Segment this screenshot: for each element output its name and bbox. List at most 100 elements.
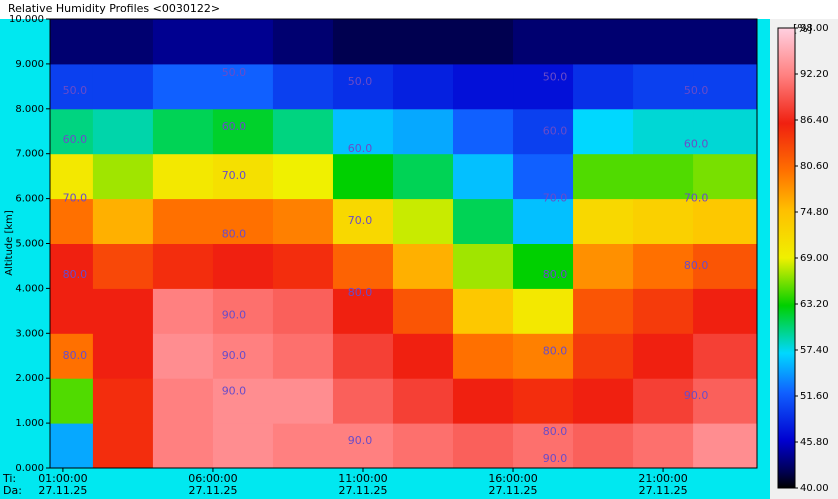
x-tick-label: 11:00:00 xyxy=(338,472,387,485)
heat-cell xyxy=(50,63,94,110)
colorbar-tick-label: 57.40 xyxy=(800,345,829,356)
contour-label: 90.0 xyxy=(222,308,247,321)
heat-cell xyxy=(633,333,694,379)
heat-cell xyxy=(392,198,454,244)
heat-cell xyxy=(152,108,214,155)
x-tick-date: 27.11.25 xyxy=(639,484,688,497)
heat-cell xyxy=(92,243,154,289)
heat-cell xyxy=(332,423,394,469)
heat-cell xyxy=(332,63,394,110)
heat-cell xyxy=(633,243,694,289)
heat-cell xyxy=(152,423,214,469)
heat-cell xyxy=(573,423,634,469)
y-tick-label: 5.000 xyxy=(15,239,44,250)
heat-cell xyxy=(693,198,758,244)
heat-cell xyxy=(573,63,634,110)
heat-cell xyxy=(633,423,694,469)
heat-cell xyxy=(392,63,454,110)
contour-label: 60.0 xyxy=(684,138,709,151)
heat-cell xyxy=(50,288,94,334)
heat-cell xyxy=(92,63,154,110)
heat-cell xyxy=(272,288,334,334)
heat-cell xyxy=(212,423,274,469)
heat-cell xyxy=(152,19,214,65)
contour-label: 80.0 xyxy=(63,349,88,362)
heat-cell xyxy=(453,108,514,155)
heat-cell xyxy=(152,288,214,334)
heat-cell xyxy=(272,243,334,289)
heat-cell xyxy=(92,423,154,469)
heat-cell xyxy=(633,153,694,200)
heat-cell xyxy=(272,333,334,379)
heat-cell xyxy=(212,153,274,200)
contour-label: 70.0 xyxy=(348,214,373,227)
contour-label: 80.0 xyxy=(543,344,568,357)
contour-label: 80.0 xyxy=(684,259,709,272)
heat-cell xyxy=(392,19,454,65)
contour-label: 50.0 xyxy=(63,84,88,97)
heat-cell xyxy=(392,243,454,289)
contour-label: 70.0 xyxy=(222,169,247,182)
contour-label: 90.0 xyxy=(684,389,709,402)
title-bar xyxy=(0,0,838,19)
heat-cell xyxy=(573,19,634,65)
colorbar-tick-label: 74.80 xyxy=(800,207,829,218)
contour-label: 90.0 xyxy=(222,385,247,398)
y-tick-label: 0.000 xyxy=(15,463,44,474)
heat-cell xyxy=(272,108,334,155)
heat-cell xyxy=(513,288,574,334)
heat-cell xyxy=(272,198,334,244)
heat-cell xyxy=(212,378,274,424)
heat-cell xyxy=(573,333,634,379)
contour-label: 70.0 xyxy=(543,192,568,205)
heat-cell xyxy=(212,19,274,65)
heat-cell xyxy=(92,19,154,65)
contour-label: 80.0 xyxy=(543,425,568,438)
heat-cell xyxy=(152,198,214,244)
heat-cell xyxy=(453,198,514,244)
heat-cell xyxy=(50,423,94,469)
heat-cell xyxy=(332,378,394,424)
heat-cell xyxy=(453,423,514,469)
heat-cell xyxy=(50,19,94,65)
heat-cell xyxy=(513,63,574,110)
heat-cell xyxy=(693,108,758,155)
heat-cell xyxy=(392,333,454,379)
heat-cell xyxy=(573,378,634,424)
heat-cell xyxy=(392,378,454,424)
contour-label: 60.0 xyxy=(543,124,568,137)
heat-cell xyxy=(453,19,514,65)
x-tick-date: 27.11.25 xyxy=(188,484,237,497)
contour-label: 70.0 xyxy=(684,192,709,205)
heat-cell xyxy=(453,63,514,110)
heat-cell xyxy=(332,333,394,379)
x-tick-label: 06:00:00 xyxy=(188,472,237,485)
heat-cell xyxy=(453,333,514,379)
heat-cell xyxy=(50,333,94,379)
heat-cell xyxy=(513,378,574,424)
contour-label: 50.0 xyxy=(684,84,709,97)
heat-cell xyxy=(392,153,454,200)
heat-cell xyxy=(332,153,394,200)
heat-cell xyxy=(573,288,634,334)
heat-cell xyxy=(573,108,634,155)
contour-label: 90.0 xyxy=(222,349,247,362)
heat-cell xyxy=(152,378,214,424)
heat-cell xyxy=(633,198,694,244)
y-tick-label: 10.000 xyxy=(9,14,44,25)
heat-cell xyxy=(212,333,274,379)
heat-cell xyxy=(453,153,514,200)
heat-cell xyxy=(693,63,758,110)
date-row-label: Da: xyxy=(3,484,22,497)
y-tick-label: 1.000 xyxy=(15,418,44,429)
x-tick-date: 27.11.25 xyxy=(38,484,87,497)
heat-cell xyxy=(332,198,394,244)
colorbar-label: [%] xyxy=(793,22,812,35)
x-tick-label: 01:00:00 xyxy=(38,472,87,485)
contour-label: 80.0 xyxy=(222,228,247,241)
heat-cell xyxy=(693,333,758,379)
heat-cell xyxy=(633,108,694,155)
contour-label: 50.0 xyxy=(222,66,247,79)
heat-cell xyxy=(212,288,274,334)
